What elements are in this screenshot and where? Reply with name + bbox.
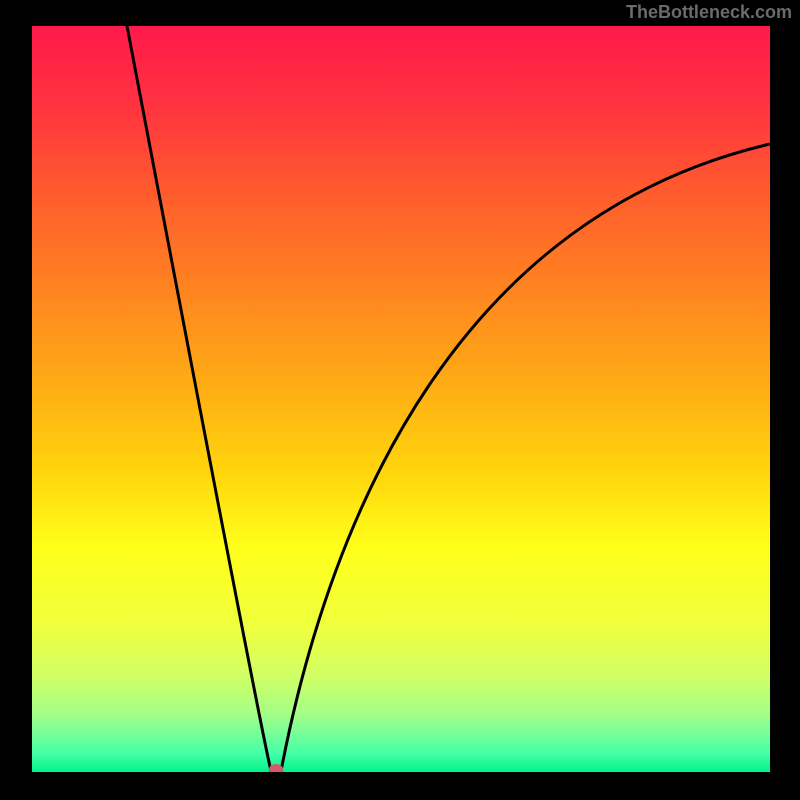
plot-area: [32, 26, 770, 772]
watermark-label: TheBottleneck.com: [626, 2, 792, 23]
curve-layer: [32, 26, 770, 772]
chart-frame: TheBottleneck.com: [0, 0, 800, 800]
v-curve: [127, 26, 770, 771]
